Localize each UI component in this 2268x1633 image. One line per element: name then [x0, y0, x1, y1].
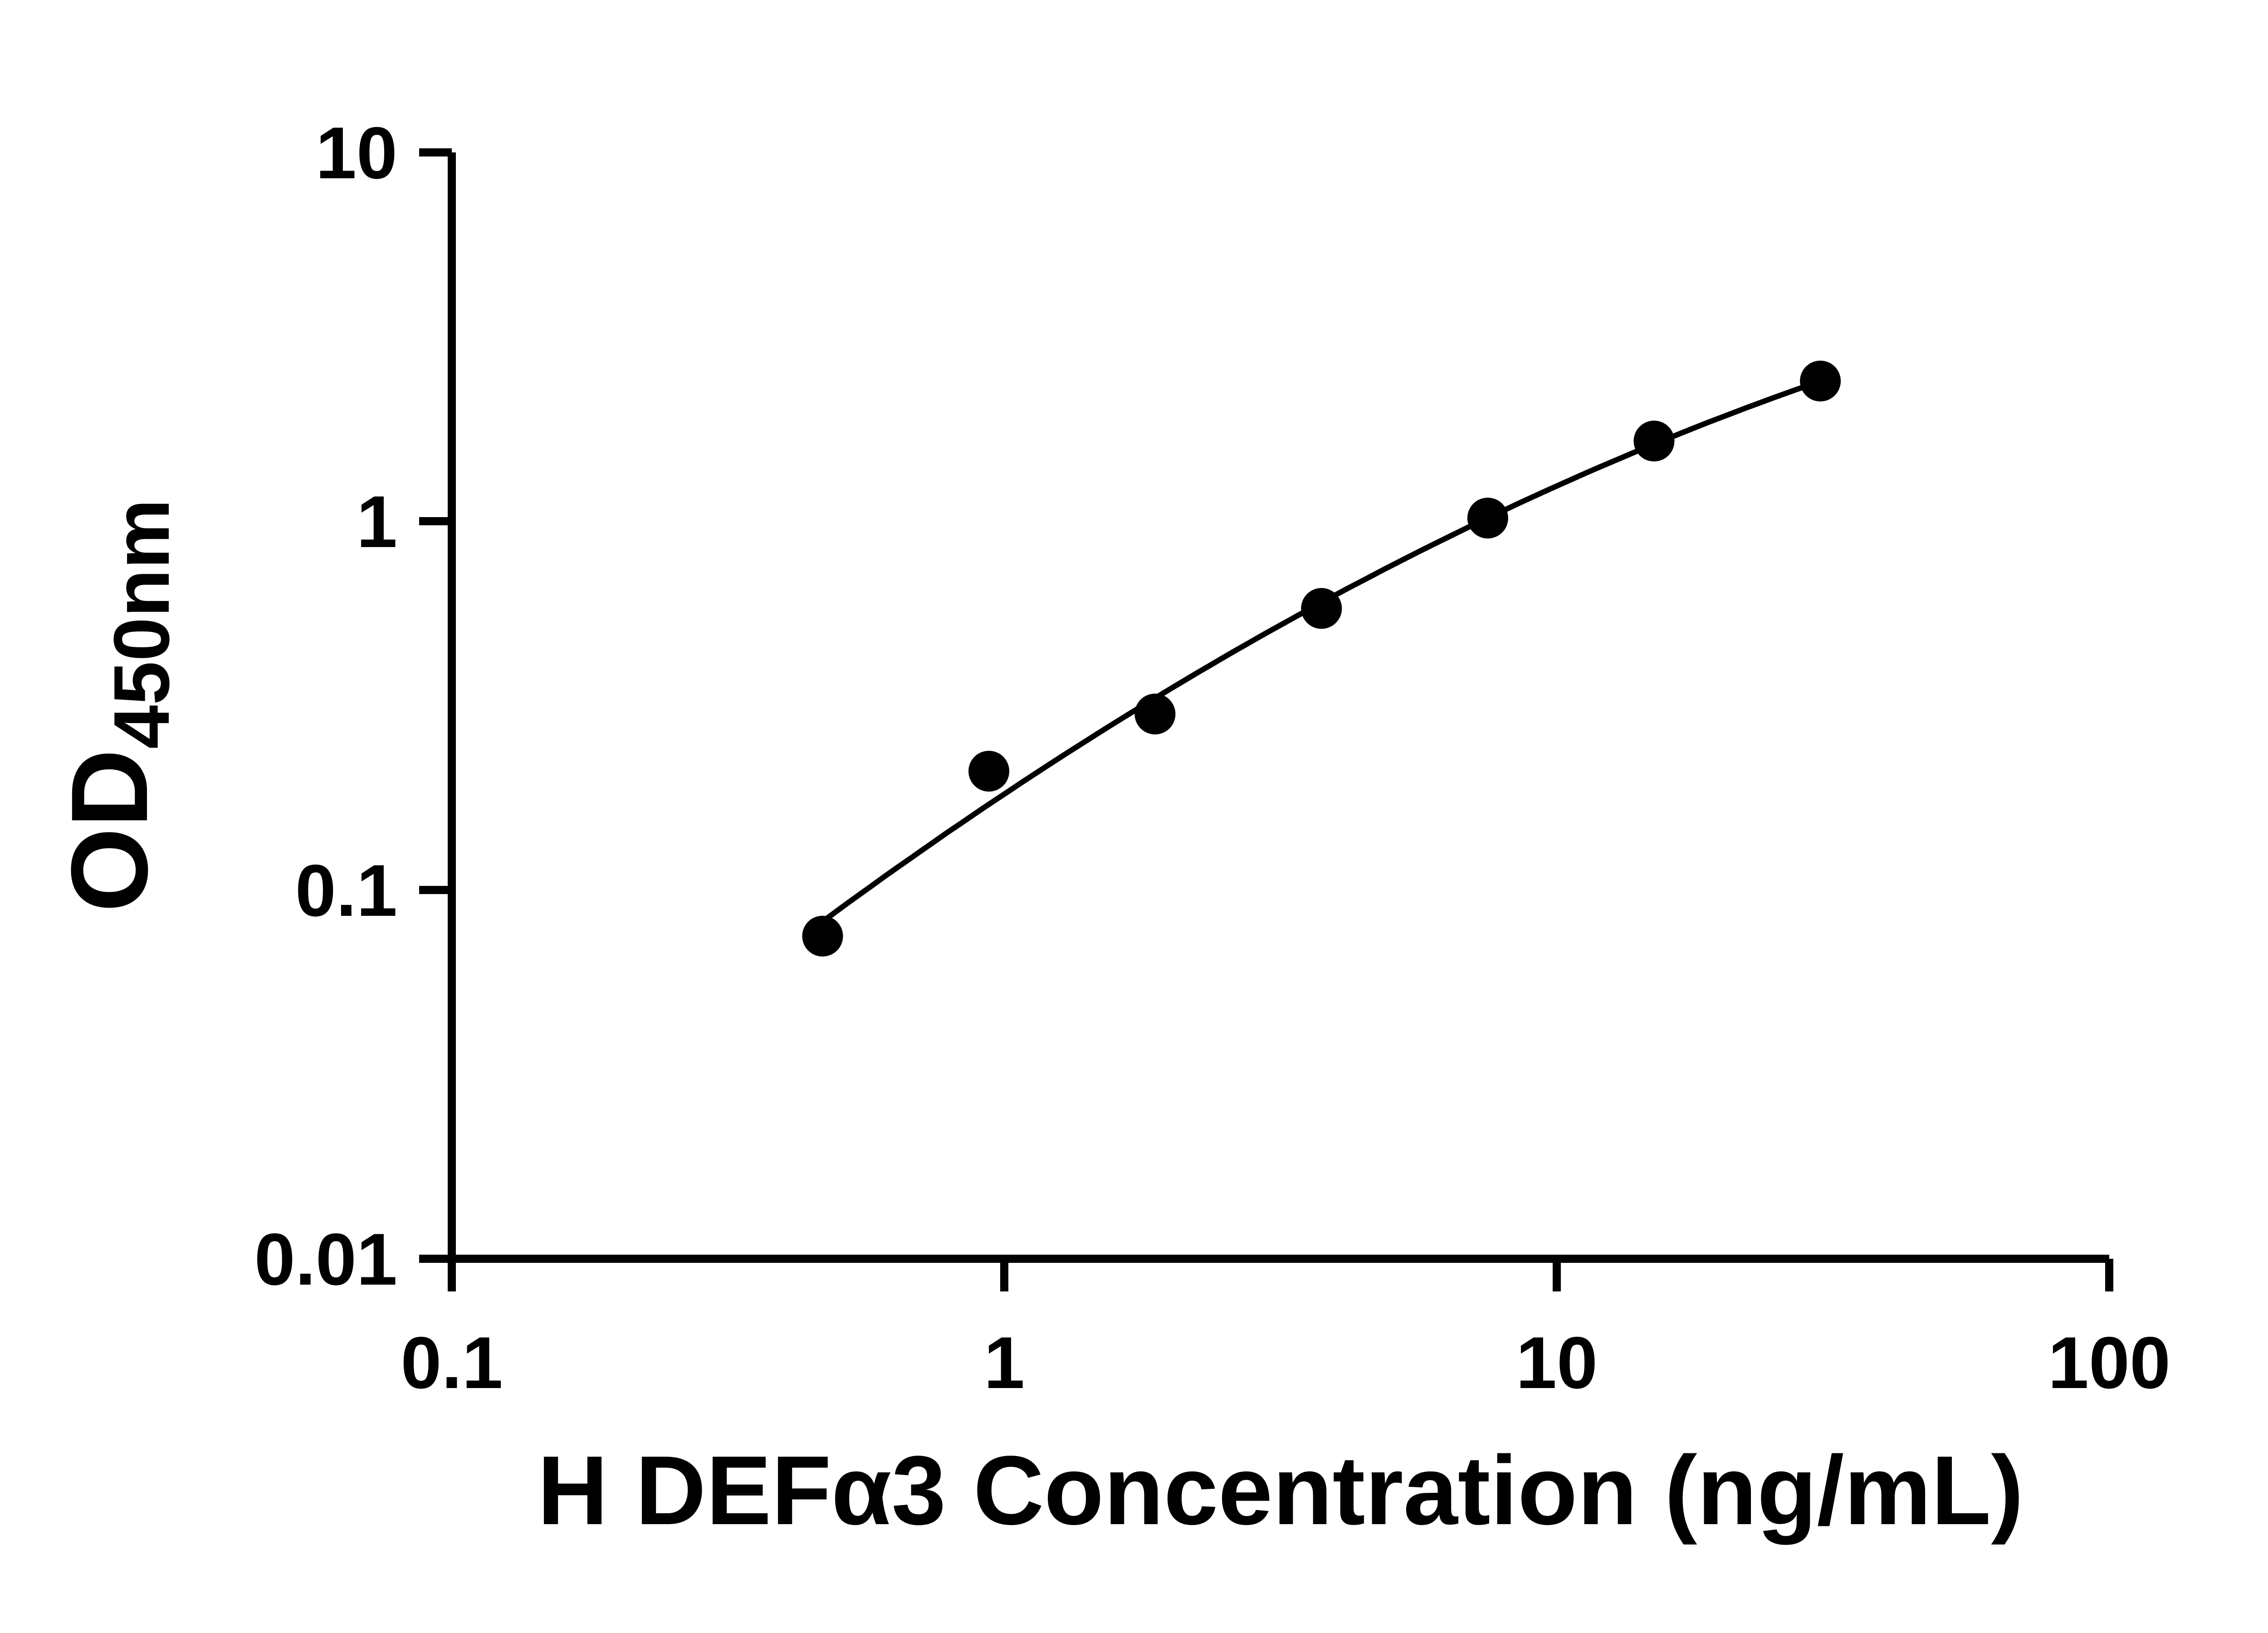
axes — [448, 152, 2109, 1263]
y-axis-title: OD450nm — [49, 499, 186, 912]
y-axis-tick-label: 0.01 — [254, 1218, 397, 1301]
data-point — [1301, 588, 1342, 629]
data-point — [1134, 694, 1176, 735]
x-axis-tick-label: 1 — [984, 1322, 1025, 1404]
data-point — [1633, 420, 1675, 462]
x-axis-title: H DEFα3 Concentration (ng/mL) — [538, 1435, 2024, 1545]
data-point — [802, 915, 843, 957]
data-point — [968, 751, 1010, 792]
x-axis-tick-label: 10 — [1516, 1322, 1598, 1404]
y-axis-tick-label: 0.1 — [295, 850, 397, 932]
data-point — [1467, 498, 1508, 539]
y-axis-tick-label: 10 — [316, 112, 397, 194]
y-axis-tick-label: 1 — [357, 481, 397, 563]
fit-curve — [821, 378, 1822, 924]
y-axis-title-main: OD — [49, 749, 170, 912]
y-axis-title-subscript: 450nm — [97, 499, 186, 749]
data-point — [1800, 361, 1841, 401]
x-axis-tick-label: 0.1 — [401, 1322, 503, 1404]
x-axis-tick-label: 100 — [2048, 1322, 2170, 1404]
